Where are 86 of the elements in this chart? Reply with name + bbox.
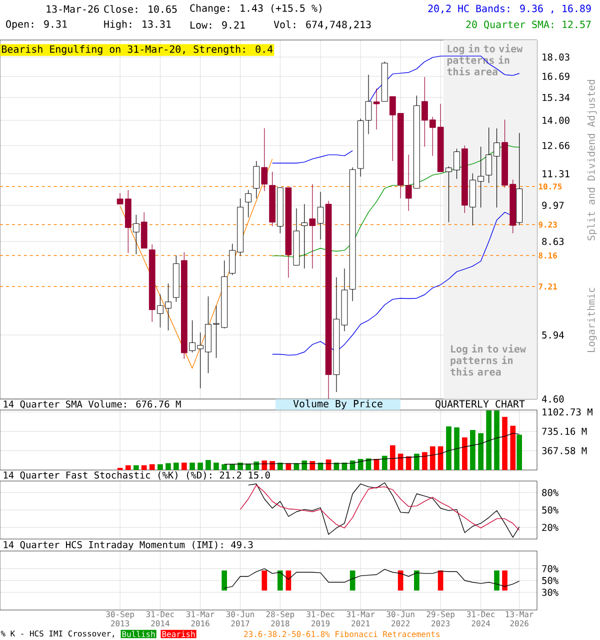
line-series [224,432,520,465]
bar [125,465,131,470]
y-tick-label: 8.63 [542,238,564,246]
bar [486,410,492,470]
bar [390,445,396,470]
bar [406,456,412,470]
candlestick [132,214,140,255]
bar [198,462,203,470]
y-tick-label: 4.60 [542,395,564,403]
bar [222,464,228,470]
y-tick-label: 12.66 [542,142,570,150]
bar [133,465,139,470]
text: 20 Quarter SMA: 12.57 [466,20,591,30]
bar [422,452,428,470]
text: 14 Quarter SMA Volume: 676.76 M [4,400,181,409]
text: Vol: 674,748,213 [274,20,371,30]
bar [382,456,388,470]
text: Volume By Price [293,400,382,410]
y-tick-label: 30% [542,588,558,596]
bar [446,426,452,470]
annotation: Log in to view patterns in this area [450,344,526,376]
y-tick-label: 80% [542,489,558,496]
text: QUARTERLY CHART [436,400,525,409]
y-tick-label: 16.69 [542,72,570,80]
bar [470,430,476,470]
chart-title: 13-Mar-26 [46,5,99,13]
candlestick [245,190,252,218]
y-tick-label: 70% [542,565,558,572]
bar [454,427,460,470]
text: Logarithmic [587,288,597,352]
y-tick-label: 11.31 [542,170,570,178]
y-axis-title: Split and Dividend Adjusted [587,80,597,240]
y-tick-label: 367.58 M [542,447,587,454]
candlestick [261,128,268,192]
annotation: Bearish Engulfing on 31-Mar-20, Strength: 0.4 [2,45,273,55]
text: 20,2 HC Bands: 9.36 , 16.89 [428,4,591,14]
text: High: 13.31 [104,20,171,30]
chart-title: 14 Quarter HCS Intraday Momentum (IMI): 49.3 [4,540,253,550]
bar [190,462,195,470]
bar [478,433,484,470]
bar [438,446,444,470]
bar [141,465,147,470]
bar [414,454,420,470]
y-tick-label: 18.03 [542,53,570,61]
y-tick-label: 15.34 [542,94,570,102]
bar [462,437,468,470]
candlestick [365,74,372,134]
chart-title: 14 Quarter Fast Stochastic (%K) (%D): 21.2 15.0 [4,471,270,480]
bar [166,463,171,470]
bar [516,434,522,470]
candlestick [317,192,324,240]
y-tick-label: 14.00 [542,116,570,124]
y-tick-label: 735.16 M [542,428,587,435]
text: Close: 10.65 [104,5,177,13]
bar [502,416,508,470]
bar [262,460,268,470]
bar [278,462,283,470]
y-tick-label: 20% [542,524,558,531]
bar [430,446,436,470]
bar [510,426,516,470]
bar [214,462,219,470]
y-tick-label: 50% [542,576,558,584]
y-tick-label: 9.97 [542,202,564,209]
bar [358,458,364,470]
text: Open: 9.31 [6,20,67,30]
bar [302,460,308,470]
line-series [240,484,520,531]
bar [398,454,404,470]
candlestick [253,160,260,199]
bar [182,462,187,470]
bar [270,461,276,470]
text: Low: 9.21 [190,21,245,29]
bar [494,410,500,470]
bar [206,460,211,470]
text: Change: 1.43 (+15.5 %) [190,4,322,14]
bar [158,464,163,470]
candlestick [309,184,316,269]
bar [173,462,179,470]
bar [230,464,236,470]
candlestick [301,204,308,269]
y-tick-label: 1102.73 M [542,408,592,416]
candlestick [373,88,380,130]
y-tick-label: 5.94 [542,331,564,339]
bar [310,461,316,470]
y-tick-label: 50% [542,506,558,514]
bar [149,464,155,470]
